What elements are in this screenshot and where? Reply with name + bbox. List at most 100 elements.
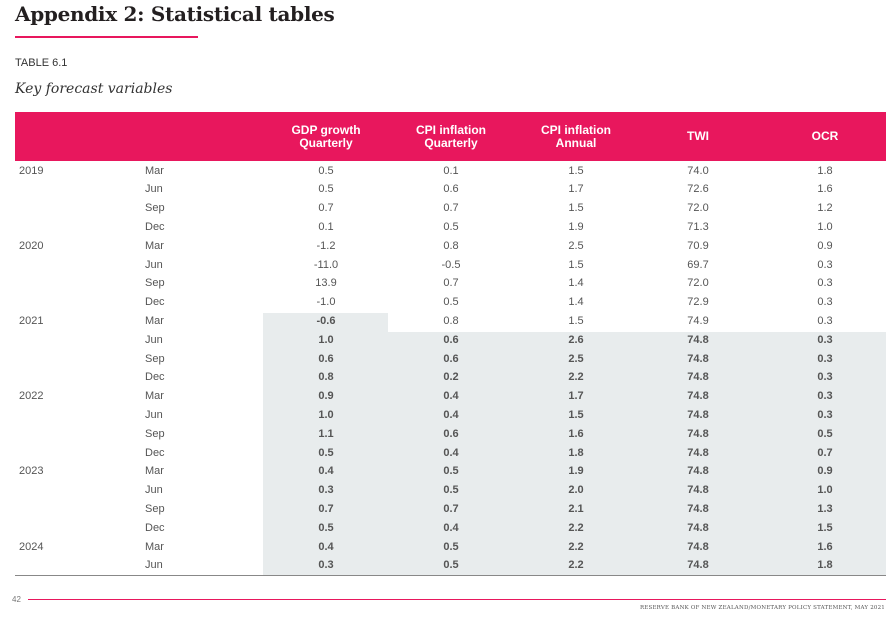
cell-twi: 74.8 [687, 559, 709, 572]
table-row: Jun 0.3 0.5 2.0 74.8 1.0 [15, 481, 886, 500]
table-row: Jun -11.0 -0.5 1.5 69.7 0.3 [15, 256, 886, 275]
cell-q: Dec [145, 220, 165, 233]
cell-cpia: 1.9 [568, 220, 584, 233]
cell-gdp: 0.7 [318, 202, 334, 215]
cell-q: Dec [145, 446, 165, 459]
table-row: Sep 0.7 0.7 1.5 72.0 1.2 [15, 199, 886, 218]
cell-cpia: 1.4 [568, 296, 584, 309]
cell-cpia: 1.5 [568, 202, 584, 215]
cell-gdp: -11.0 [313, 258, 339, 271]
cell-gdp: 0.3 [318, 559, 334, 572]
cell-cpia: 1.4 [568, 277, 584, 290]
table-row: 2024 Mar 0.4 0.5 2.2 74.8 1.6 [15, 538, 886, 557]
cell-cpia: 1.9 [568, 465, 584, 478]
table-row: Jun 0.5 0.6 1.7 72.6 1.6 [15, 180, 886, 199]
cell-twi: 72.6 [687, 183, 709, 196]
table-row: 2022 Mar 0.9 0.4 1.7 74.8 0.3 [15, 387, 886, 406]
cell-q: Mar [145, 314, 164, 327]
cell-q: Sep [145, 427, 165, 440]
cell-twi: 74.0 [687, 164, 709, 177]
cell-cpiq: 0.5 [443, 220, 459, 233]
table-row: Sep 0.7 0.7 2.1 74.8 1.3 [15, 500, 886, 519]
footer-text: RESERVE BANK OF NEW ZEALAND/MONETARY POL… [639, 605, 885, 611]
cell-twi: 74.8 [687, 484, 709, 497]
table-row: 2021 Mar -0.6 0.8 1.5 74.9 0.3 [15, 312, 886, 331]
table-row: 2019 Mar 0.5 0.1 1.5 74.0 1.8 [15, 162, 886, 181]
cell-cpiq: 0.8 [443, 314, 459, 327]
cell-gdp: 0.9 [318, 390, 334, 403]
cell-cpia: 2.2 [568, 540, 584, 553]
cell-q: Jun [145, 258, 163, 271]
cell-twi: 74.8 [687, 427, 709, 440]
page-title: Appendix 2: Statistical tables [15, 2, 335, 26]
cell-q: Sep [145, 277, 165, 290]
cell-ocr: 0.3 [817, 352, 833, 365]
table-row: 2020 Mar -1.2 0.8 2.5 70.9 0.9 [15, 237, 886, 256]
table-bottom-rule [15, 575, 886, 576]
cell-year: 2019 [19, 164, 44, 177]
table-label: TABLE 6.1 [15, 57, 68, 69]
cell-cpiq: 0.5 [443, 296, 459, 309]
title-underline [15, 36, 198, 38]
cell-q: Mar [145, 164, 164, 177]
cell-gdp: 0.4 [318, 465, 334, 478]
forecast-shade [388, 332, 886, 575]
cell-ocr: 1.3 [817, 502, 833, 515]
cell-cpia: 2.2 [568, 521, 584, 534]
table-row: Jun 1.0 0.4 1.5 74.8 0.3 [15, 406, 886, 425]
cell-twi: 74.8 [687, 352, 709, 365]
cell-twi: 74.8 [687, 465, 709, 478]
cell-year: 2024 [19, 540, 44, 553]
cell-ocr: 1.6 [817, 540, 833, 553]
header-ocr: OCR [765, 112, 885, 161]
cell-cpia: 1.5 [568, 314, 584, 327]
header-cpi-annual-label: CPI inflation Annual [541, 122, 611, 150]
cell-q: Jun [145, 183, 163, 196]
cell-cpiq: 0.8 [443, 239, 459, 252]
cell-q: Mar [145, 390, 164, 403]
cell-ocr: 1.2 [817, 202, 833, 215]
cell-q: Sep [145, 502, 165, 515]
cell-cpia: 2.5 [568, 239, 584, 252]
cell-cpiq: 0.7 [443, 502, 459, 515]
cell-ocr: 1.5 [817, 521, 833, 534]
cell-gdp: 13.9 [315, 277, 337, 290]
table-row: Jun 0.3 0.5 2.2 74.8 1.8 [15, 556, 886, 575]
cell-cpiq: 0.4 [443, 408, 459, 421]
header-cpi-quarterly-label: CPI inflation Quarterly [416, 122, 486, 150]
cell-cpia: 2.2 [568, 559, 584, 572]
cell-gdp: 0.7 [318, 502, 334, 515]
header-cpi-quarterly: CPI inflation Quarterly [391, 112, 511, 161]
cell-q: Jun [145, 333, 163, 346]
cell-cpia: 1.5 [568, 408, 584, 421]
cell-cpia: 2.0 [568, 484, 584, 497]
cell-twi: 74.8 [687, 408, 709, 421]
footer-rule [28, 599, 886, 600]
cell-gdp: 0.5 [318, 164, 334, 177]
cell-cpiq: -0.5 [441, 258, 461, 271]
header-ocr-label: OCR [811, 129, 839, 143]
cell-q: Dec [145, 371, 165, 384]
cell-twi: 72.9 [687, 296, 709, 309]
cell-cpia: 1.6 [568, 427, 584, 440]
cell-ocr: 0.3 [817, 296, 833, 309]
cell-ocr: 1.0 [817, 484, 833, 497]
cell-twi: 74.8 [687, 390, 709, 403]
cell-gdp: -0.6 [316, 314, 336, 327]
header-cpi-annual: CPI inflation Annual [516, 112, 636, 161]
cell-gdp: 0.3 [318, 484, 334, 497]
table-row: Sep 0.6 0.6 2.5 74.8 0.3 [15, 350, 886, 369]
cell-twi: 74.8 [687, 333, 709, 346]
table-header: GDP growth Quarterly CPI inflation Quart… [15, 112, 886, 161]
cell-q: Sep [145, 352, 165, 365]
page-number: 42 [12, 595, 21, 604]
cell-gdp: -1.0 [316, 296, 336, 309]
cell-twi: 72.0 [687, 202, 709, 215]
table-row: Dec 0.1 0.5 1.9 71.3 1.0 [15, 218, 886, 237]
table-row: Dec 0.5 0.4 2.2 74.8 1.5 [15, 519, 886, 538]
cell-ocr: 0.5 [817, 427, 833, 440]
cell-year: 2023 [19, 465, 44, 478]
cell-ocr: 1.6 [817, 183, 833, 196]
cell-cpiq: 0.6 [443, 427, 459, 440]
cell-year: 2021 [19, 314, 44, 327]
